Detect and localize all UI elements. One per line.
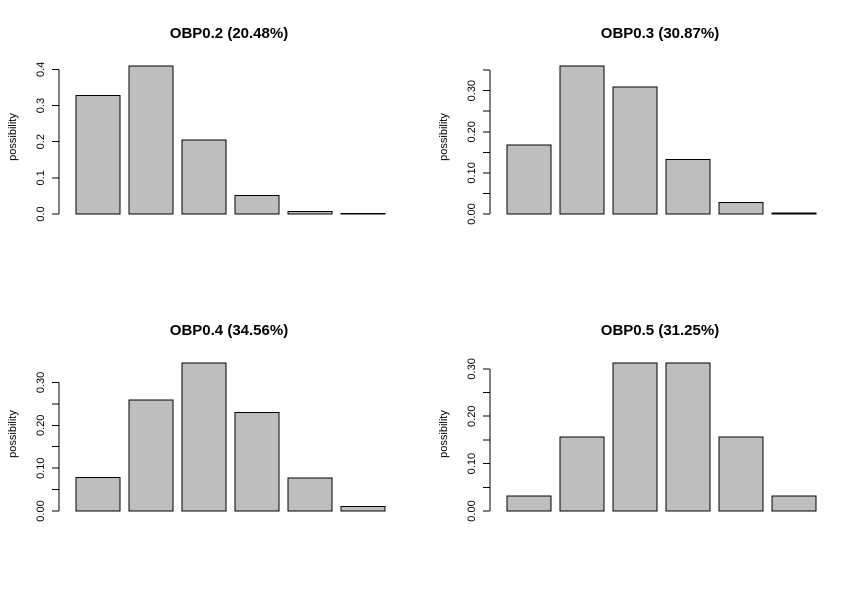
bar <box>234 411 280 512</box>
y-tick-label: 0.0 <box>35 206 47 221</box>
bars <box>75 65 386 215</box>
bar <box>718 436 764 512</box>
y-tick-label: 0.00 <box>35 500 47 521</box>
bar <box>75 477 121 512</box>
bar <box>612 86 658 215</box>
bar-chart-obp0-2: OBP0.2 (20.48%) possibility 0.0 0.1 0.2 0.3… <box>7 25 386 222</box>
bar <box>128 65 174 215</box>
bar-chart-obp0-4: OBP0.4 (34.56%) possibility 0.00 0.10 0.20… <box>7 322 386 522</box>
bar <box>128 399 174 512</box>
y-tick-label: 0.20 <box>466 121 478 142</box>
bar <box>287 211 333 215</box>
bar <box>612 362 658 512</box>
bar <box>771 495 817 512</box>
y-axis-title: possibility <box>7 113 19 161</box>
chart-title: OBP0.5 (31.25%) <box>601 322 719 339</box>
bar <box>559 436 605 512</box>
y-tick-label: 0.00 <box>466 203 478 224</box>
bar <box>506 495 552 512</box>
y-axis-title: possibility <box>438 113 450 161</box>
y-axis: 0.0 0.1 0.2 0.3 0.4 <box>35 62 60 222</box>
y-tick-label: 0.30 <box>466 80 478 101</box>
bar <box>340 506 386 512</box>
y-tick-label: 0.20 <box>35 415 47 436</box>
bar <box>665 362 711 512</box>
y-tick-label: 0.30 <box>466 358 478 379</box>
y-tick-label: 0.3 <box>35 98 47 113</box>
bar-chart-obp0-5: OBP0.5 (31.25%) possibility 0.00 0.10 0.20… <box>438 322 817 522</box>
chart-title: OBP0.3 (30.87%) <box>601 25 719 42</box>
bar <box>506 144 552 215</box>
y-tick-label: 0.20 <box>466 406 478 427</box>
y-axis: 0.00 0.10 0.20 0.30 <box>35 372 60 522</box>
y-tick-label: 0.1 <box>35 170 47 185</box>
y-tick-label: 0.2 <box>35 134 47 149</box>
y-axis: 0.00 0.10 0.20 0.30 <box>466 69 491 225</box>
y-tick-label: 0.00 <box>466 500 478 521</box>
bars <box>75 362 386 512</box>
chart-title: OBP0.2 (20.48%) <box>170 25 288 42</box>
bar <box>75 95 121 215</box>
y-tick-label: 0.30 <box>35 372 47 393</box>
bar <box>181 362 227 512</box>
bar <box>287 477 333 512</box>
panel-obp0-5: OBP0.5 (31.25%) possibility 0.00 0.10 0.20… <box>431 297 862 594</box>
chart-title: OBP0.4 (34.56%) <box>170 322 288 339</box>
y-tick-label: 0.10 <box>35 457 47 478</box>
bar <box>340 212 386 215</box>
bar-chart-obp0-3: OBP0.3 (30.87%) possibility 0.00 0.10 0.20… <box>438 25 817 225</box>
y-tick-label: 0.4 <box>35 62 47 77</box>
y-axis: 0.00 0.10 0.20 0.30 <box>466 358 491 522</box>
y-axis-title: possibility <box>7 410 19 458</box>
bar <box>718 201 764 215</box>
panel-obp0-2: OBP0.2 (20.48%) possibility 0.0 0.1 0.2 0.3… <box>0 0 431 297</box>
bars <box>506 362 817 512</box>
bars <box>506 65 817 215</box>
bar <box>181 139 227 215</box>
bar <box>771 212 817 215</box>
panel-obp0-3: OBP0.3 (30.87%) possibility 0.00 0.10 0.20… <box>431 0 862 297</box>
bar <box>665 159 711 215</box>
bar <box>559 65 605 215</box>
y-tick-label: 0.10 <box>466 453 478 474</box>
bar <box>234 194 280 215</box>
y-axis-title: possibility <box>438 410 450 458</box>
y-tick-label: 0.10 <box>466 162 478 183</box>
panel-obp0-4: OBP0.4 (34.56%) possibility 0.00 0.10 0.20… <box>0 297 431 594</box>
